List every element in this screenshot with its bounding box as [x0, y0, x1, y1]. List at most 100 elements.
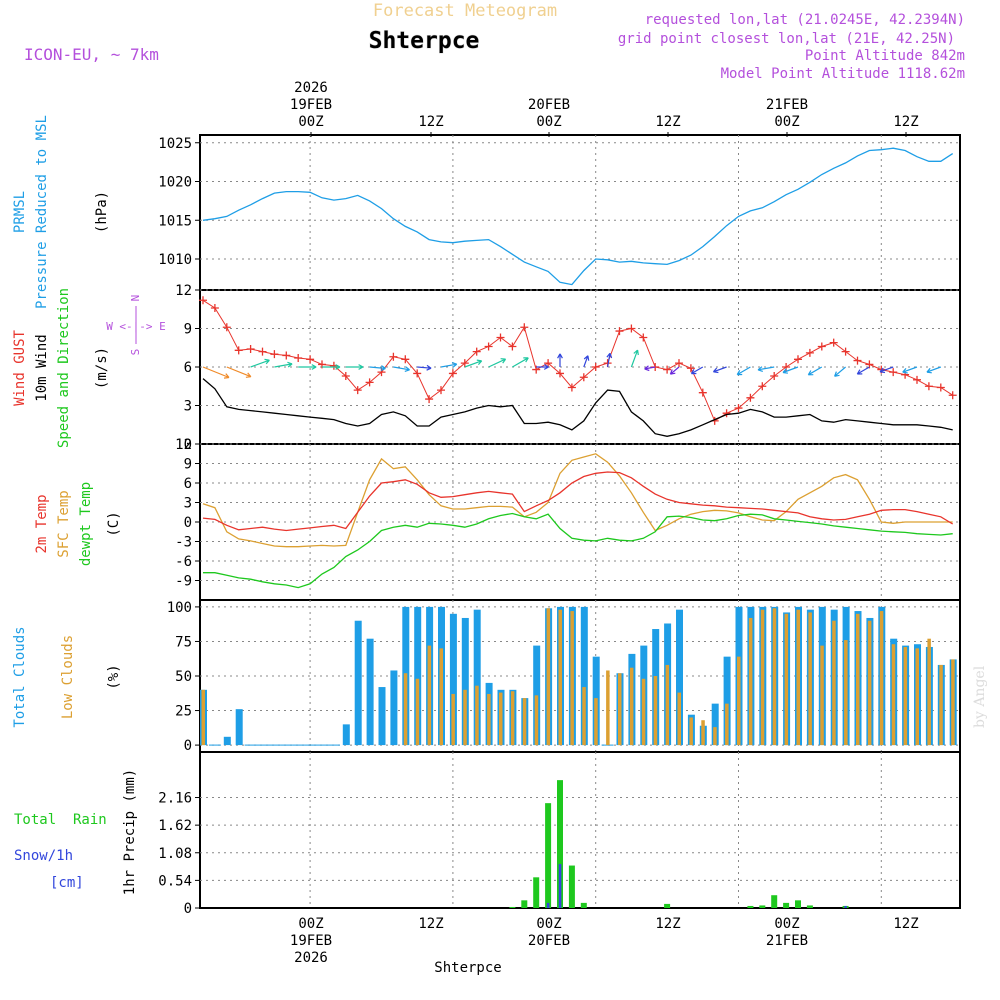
time-bottom-label-4-0: 00Z [774, 916, 799, 932]
time-top-label-2-1: 00Z [536, 114, 561, 130]
low-cloud-bar-36 [629, 667, 634, 746]
snow-bar-54 [844, 905, 847, 908]
gust-point-5 [258, 347, 267, 356]
precip-unit: 1hr Precip (mm) [122, 769, 138, 895]
cloud-labels: Total Clouds Low Clouds (%) [12, 626, 122, 727]
wind-arrow-0 [202, 366, 230, 379]
gust-point-2 [222, 323, 231, 332]
time-top-label-2-0: 20FEB [528, 97, 570, 113]
time-top-label-0-0: 2026 [294, 80, 328, 96]
low-cloud-bar-59 [903, 646, 908, 746]
low-cloud-bar-32 [582, 687, 586, 746]
low-cloud-bar-38 [653, 676, 658, 746]
wind-arrow-18 [630, 349, 639, 368]
rain-bar-49 [783, 902, 790, 908]
low-cloud-bar-49 [784, 613, 789, 746]
wind-arrow-7 [369, 365, 386, 371]
low-cloud-bar-40 [677, 692, 681, 746]
rain-bar-51 [806, 905, 813, 908]
gust-point-39 [663, 365, 672, 374]
ytick-label-3-3: 75 [175, 634, 192, 650]
gust-point-61 [924, 382, 933, 391]
model-label: ICON-EU, ~ 7km [24, 45, 159, 64]
wind-arrow-10 [440, 362, 458, 368]
low-cloud-bar-17 [403, 673, 408, 746]
ytick-label-4-3: 1.62 [158, 818, 192, 834]
low-cloud-bar-27 [522, 698, 527, 746]
total-cloud-bar-44 [723, 656, 731, 746]
low-cloud-bar-42 [701, 720, 705, 746]
temp-2m-label: 2m Temp [34, 494, 50, 553]
gust-point-62 [936, 383, 945, 392]
rain-bar-29 [545, 803, 552, 908]
wind-arrow-21 [690, 366, 704, 375]
rain-bar-27 [521, 900, 528, 908]
time-bottom-label-5-0: 12Z [893, 916, 918, 932]
time-bottom-label-0-2: 2026 [294, 950, 328, 966]
requested-coords: requested lon,lat (21.0245E, 42.2394N) [645, 12, 965, 28]
gust-point-53 [829, 338, 838, 347]
gust-point-48 [770, 371, 779, 380]
low-cloud-bar-58 [891, 644, 896, 746]
temp-2m-line [202, 471, 954, 532]
rain-bar-30 [557, 780, 563, 908]
low-cloud-bar-46 [748, 617, 753, 746]
wind-labels: Wind GUST 10m Wind Speed and Direction (… [12, 288, 166, 448]
gust-point-41 [686, 364, 695, 373]
low-cloud-bar-18 [415, 678, 420, 746]
gust-point-58 [889, 368, 898, 377]
panel-frame-0 [199, 134, 961, 291]
low-cloud-bar-30 [558, 609, 562, 746]
ytick-label-3-1: 25 [175, 704, 192, 720]
grid-point-coords: grid point closest lon,lat (21E, 42.25N) [618, 31, 955, 47]
wind-arrow-16 [583, 355, 590, 368]
ytick-label-0-3: 1025 [158, 136, 192, 152]
compass-s: S [129, 349, 142, 356]
wind-arrow-31 [926, 366, 942, 374]
wind-arrow-14 [536, 364, 549, 370]
ytick-label-1-1: 3 [184, 399, 192, 415]
model-altitude: Model Point Altitude 1118.62m [721, 66, 965, 82]
low-cloud-bar-20 [439, 648, 443, 746]
gust-point-23 [472, 347, 481, 356]
total-cloud-bar-18 [414, 606, 422, 746]
temp-sfc-label: SFC Temp [56, 490, 72, 557]
ytick-label-0-1: 1015 [158, 213, 192, 229]
time-top-label-0-2: 00Z [298, 114, 323, 130]
cloud-unit: (%) [106, 664, 122, 689]
watermark: by Angel [972, 665, 988, 728]
wind-speed-line [202, 378, 953, 437]
ytick-label-1-4: 12 [175, 283, 192, 299]
time-bottom-label-0-0: 00Z [298, 916, 323, 932]
wind-arrow-22 [712, 366, 727, 374]
wind-unit: (m/s) [94, 347, 110, 389]
low-cloud-bar-62 [939, 664, 943, 746]
low-cloud-bar-55 [856, 613, 860, 746]
low-cloud-bar-39 [665, 664, 670, 746]
gust-point-50 [794, 355, 802, 364]
time-top-label-0-1: 19FEB [290, 97, 332, 113]
ytick-label-2-4: 3 [184, 496, 192, 512]
wind-10m-label: 10m Wind [34, 334, 50, 401]
dewpt-line [203, 512, 953, 589]
total-cloud-bar-43 [711, 703, 719, 746]
low-cloud-bar-25 [499, 692, 503, 746]
gust-point-35 [615, 327, 624, 336]
wind-arrow-27 [834, 366, 846, 377]
gust-point-16 [389, 352, 398, 361]
gust-point-20 [437, 386, 445, 395]
rain-bar-47 [759, 905, 766, 908]
low-cloud-bar-60 [915, 648, 919, 746]
ytick-label-4-1: 0.54 [158, 873, 192, 889]
wind-gust-label: Wind GUST [12, 330, 28, 406]
low-cloud-bar-44 [725, 703, 729, 746]
gust-point-63 [948, 391, 957, 400]
snow-bar-30 [558, 864, 562, 908]
low-cloud-bar-26 [510, 691, 515, 746]
ytick-label-2-5: 6 [184, 476, 192, 492]
low-cloud-bar-19 [427, 645, 432, 746]
time-top-label-4-1: 00Z [774, 114, 799, 130]
wind-arrow-17 [606, 352, 613, 368]
low-cloud-bar-43 [713, 727, 717, 746]
